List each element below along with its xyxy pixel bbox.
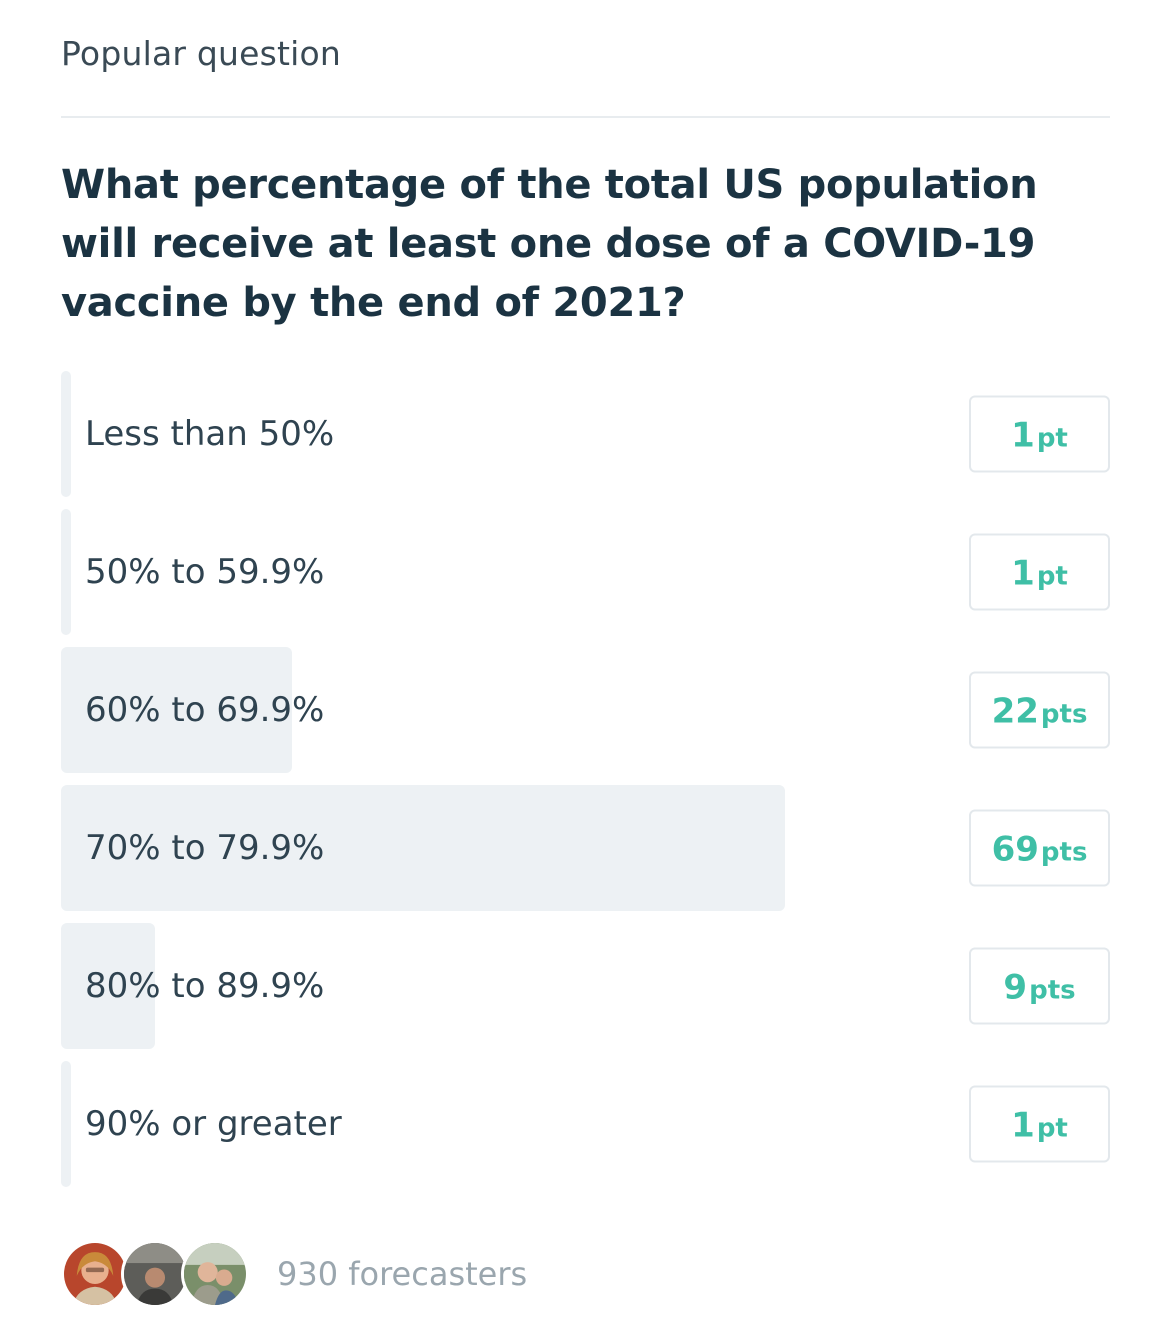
points-value: 69 — [991, 829, 1039, 870]
option-share-bar — [61, 509, 72, 635]
option-share-bar — [61, 371, 72, 497]
option-label: 60% to 69.9% — [85, 690, 325, 730]
option-label: 90% or greater — [85, 1104, 342, 1144]
points-unit: pt — [1036, 561, 1068, 592]
option-share-bar — [61, 1061, 72, 1187]
points-value: 1 — [1011, 1105, 1035, 1146]
points-badge: 1 pt — [969, 395, 1110, 473]
avatar-photo-icon — [64, 1243, 126, 1305]
avatar — [181, 1240, 249, 1308]
option-label: 50% to 59.9% — [85, 552, 325, 592]
answer-options: Less than 50% 1 pt 50% to 59.9% 1 pt 60%… — [61, 371, 1110, 1199]
forecaster-avatars — [61, 1240, 249, 1308]
answer-option-90-or-greater[interactable]: 90% or greater 1 pt — [61, 1061, 1110, 1187]
points-value: 22 — [991, 691, 1039, 732]
avatar — [121, 1240, 189, 1308]
points-badge: 1 pt — [969, 1085, 1110, 1163]
points-badge: 1 pt — [969, 533, 1110, 611]
avatar-photo-icon — [124, 1243, 186, 1305]
section-kicker: Popular question — [61, 34, 341, 73]
points-badge: 9 pts — [969, 947, 1110, 1025]
option-share-bar — [61, 923, 156, 1049]
points-unit: pt — [1036, 1113, 1068, 1144]
forecasters-count: 930 forecasters — [277, 1255, 528, 1293]
forecasters-footer[interactable]: 930 forecasters — [61, 1240, 527, 1308]
points-unit: pts — [1040, 837, 1088, 868]
option-label: 80% to 89.9% — [85, 966, 325, 1006]
answer-option-less-than-50[interactable]: Less than 50% 1 pt — [61, 371, 1110, 497]
avatar — [61, 1240, 129, 1308]
option-share-bar — [61, 785, 785, 911]
avatar-photo-icon — [184, 1243, 246, 1305]
points-unit: pts — [1040, 699, 1088, 730]
divider — [61, 116, 1110, 118]
points-badge: 22 pts — [969, 671, 1110, 749]
answer-option-60-to-69[interactable]: 60% to 69.9% 22 pts — [61, 647, 1110, 773]
answer-option-70-to-79[interactable]: 70% to 79.9% 69 pts — [61, 785, 1110, 911]
question-title[interactable]: What percentage of the total US populati… — [61, 162, 1038, 326]
answer-option-50-to-59[interactable]: 50% to 59.9% 1 pt — [61, 509, 1110, 635]
points-badge: 69 pts — [969, 809, 1110, 887]
points-value: 9 — [1003, 967, 1028, 1008]
points-value: 1 — [1011, 553, 1035, 594]
option-share-bar — [61, 647, 292, 773]
points-unit: pt — [1036, 423, 1068, 454]
points-unit: pts — [1029, 975, 1076, 1006]
points-value: 1 — [1011, 415, 1035, 456]
option-label: Less than 50% — [85, 414, 335, 454]
option-label: 70% to 79.9% — [85, 828, 325, 868]
answer-option-80-to-89[interactable]: 80% to 89.9% 9 pts — [61, 923, 1110, 1049]
